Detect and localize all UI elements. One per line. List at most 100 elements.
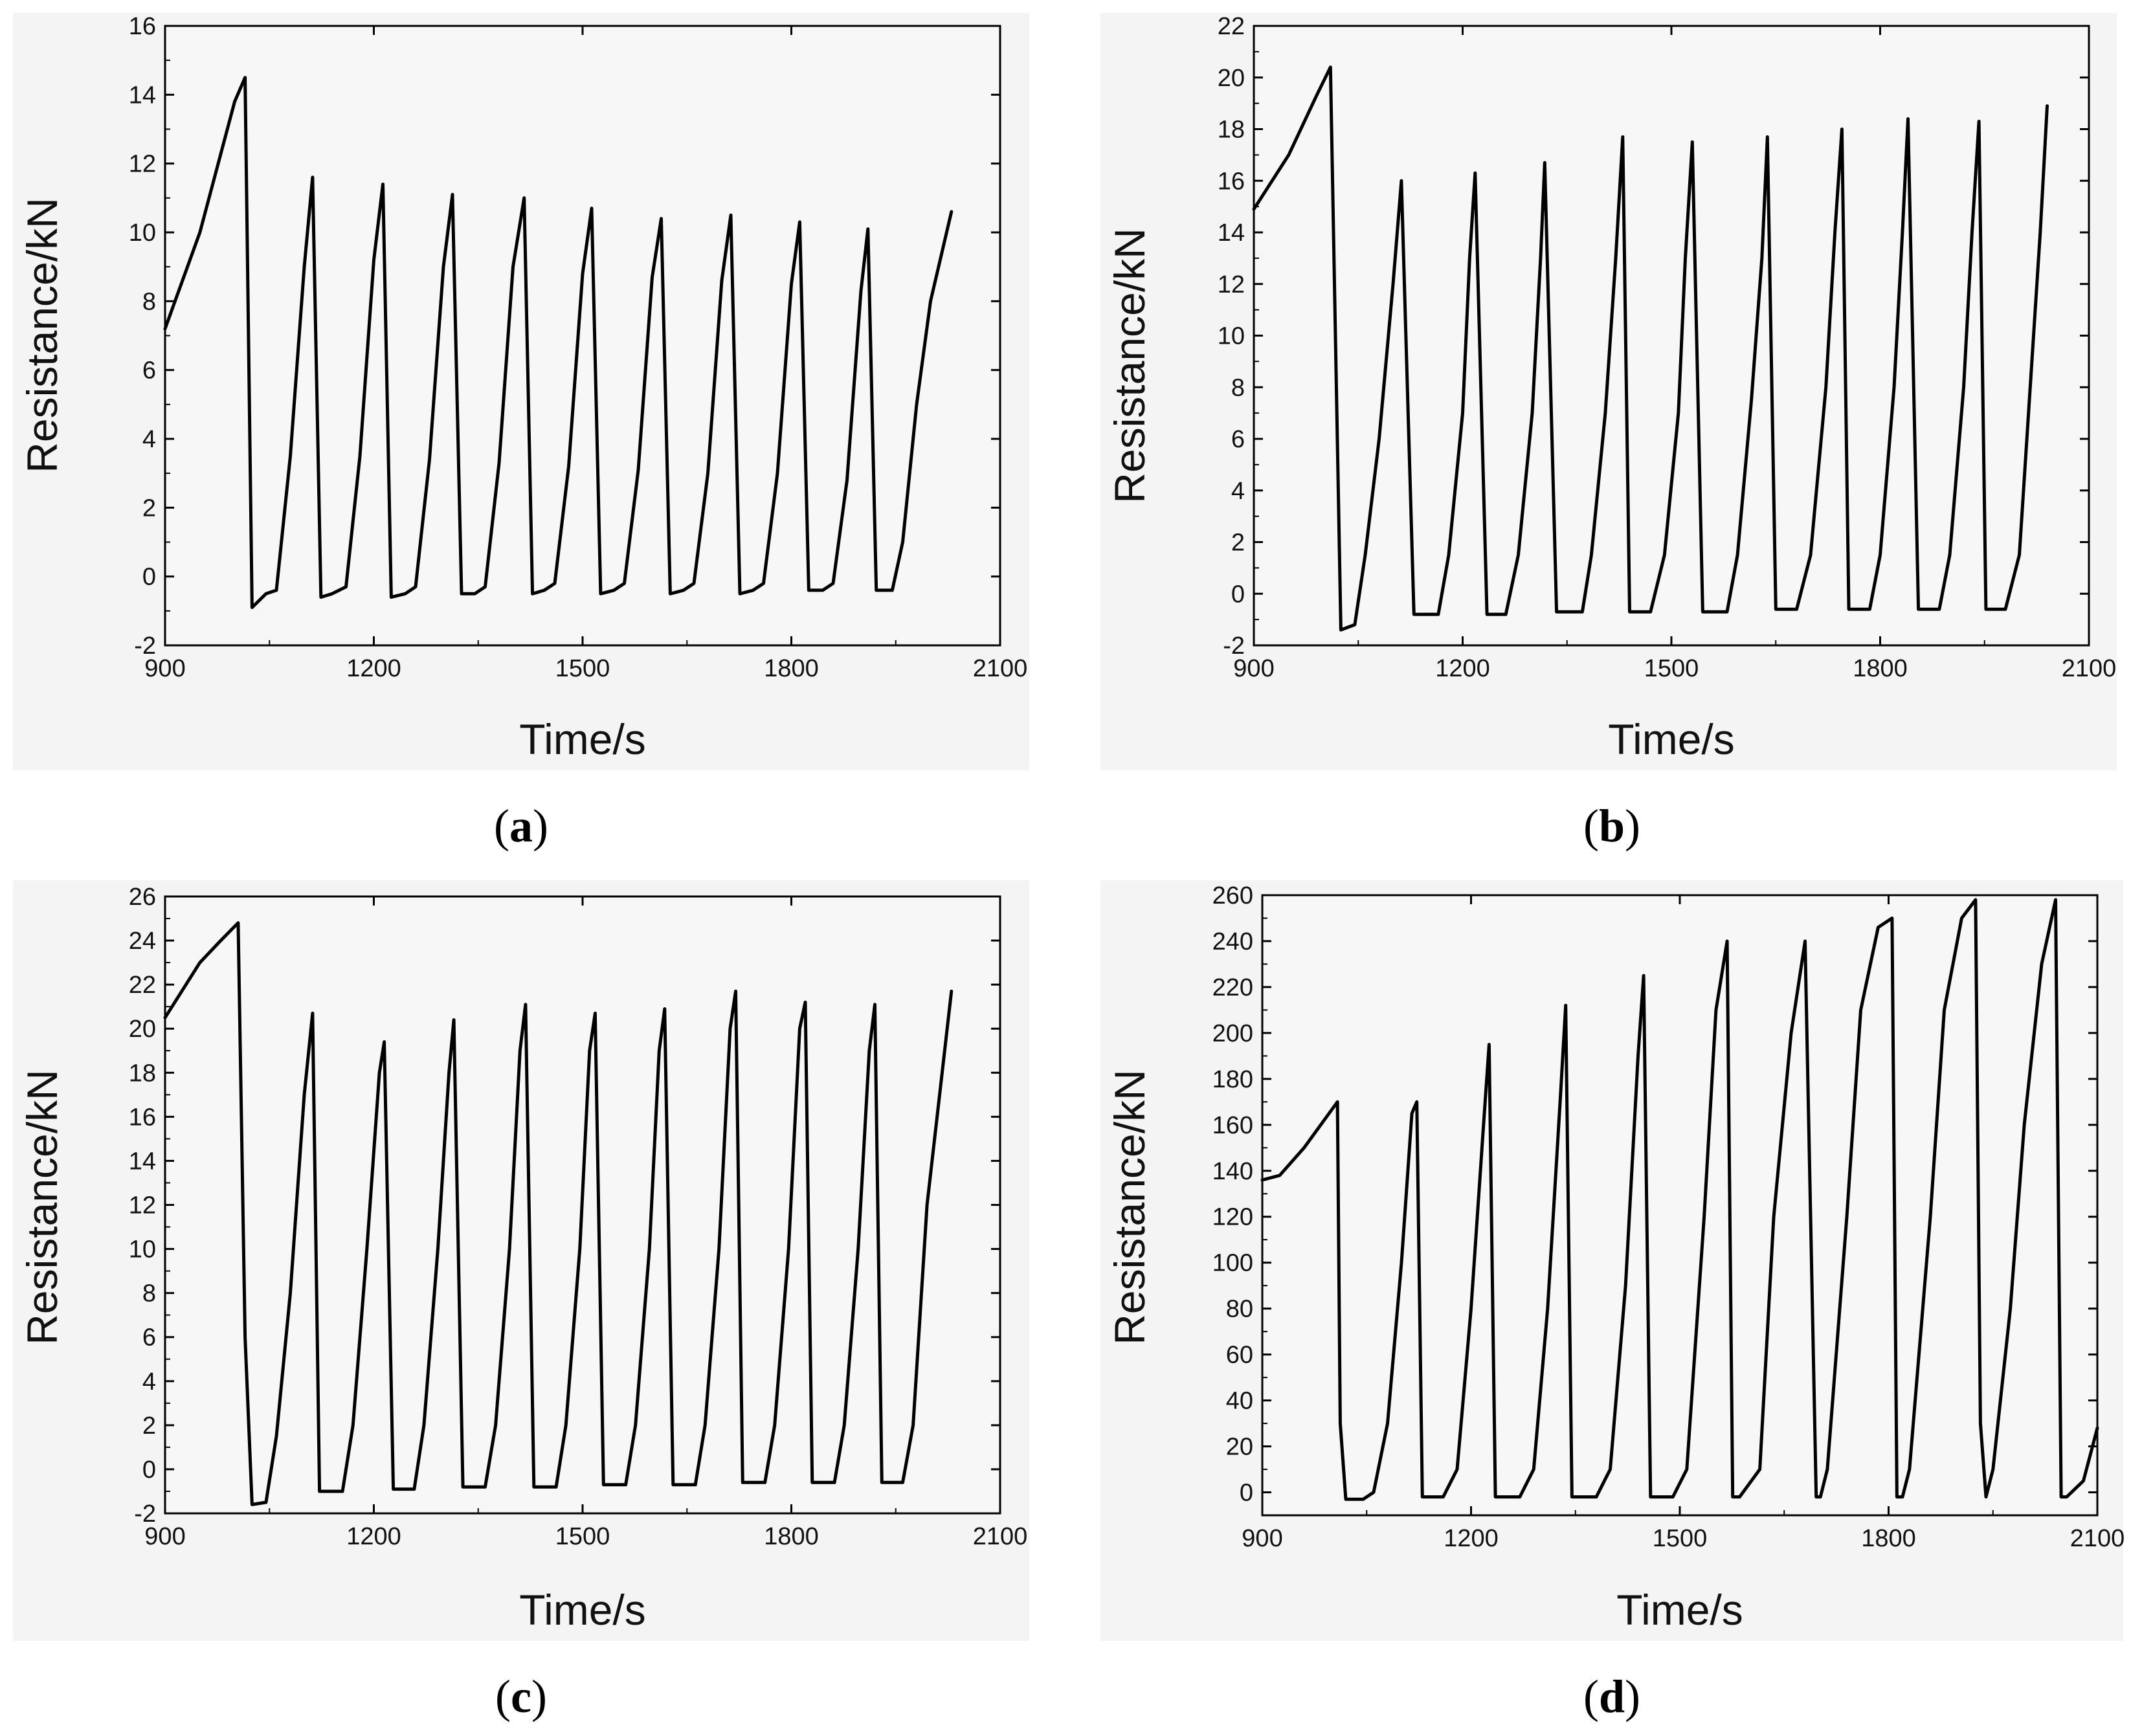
y-tick-label-d: 100 bbox=[1212, 1250, 1253, 1277]
y-tick-label-c: 6 bbox=[142, 1324, 156, 1352]
y-tick-label-d: 240 bbox=[1212, 928, 1253, 955]
x-axis-label-a: Time/s bbox=[519, 715, 646, 763]
y-axis-label-b: Resistance/kN bbox=[1106, 228, 1154, 504]
caption-a: (a) bbox=[494, 800, 548, 852]
series-line-c bbox=[163, 921, 954, 1506]
x-tick-label-d: 900 bbox=[1242, 1525, 1282, 1552]
y-tick-label-d: 120 bbox=[1212, 1204, 1253, 1231]
x-axis-label-d: Time/s bbox=[1616, 1586, 1743, 1634]
y-tick-label-d: 140 bbox=[1212, 1158, 1253, 1185]
y-tick-label-b: 0 bbox=[1231, 581, 1245, 608]
y-tick-label-d: 200 bbox=[1212, 1020, 1253, 1047]
y-tick-label-c: 24 bbox=[129, 928, 156, 955]
y-tick-label-c: 8 bbox=[142, 1280, 156, 1308]
y-tick-label-b: 22 bbox=[1218, 13, 1245, 40]
panel-b: 900 1200 1500 1800 2100 -2 0 2 4 6 8 10 12 14 16 18 20 22… bbox=[1100, 13, 2117, 852]
y-tick-label-d: 80 bbox=[1226, 1296, 1253, 1323]
x-axis-label-b: Time/s bbox=[1608, 715, 1735, 763]
panel-c: 900 1200 1500 1800 2100-20246810121416182022… bbox=[13, 880, 1029, 1722]
y-tick-label-b: 18 bbox=[1218, 117, 1245, 144]
series-line-b bbox=[1252, 65, 2049, 632]
x-tick-label-c: 2100 bbox=[973, 1523, 1028, 1550]
y-tick-label-b: 4 bbox=[1231, 478, 1245, 505]
x-tick-label-a: 900 bbox=[144, 655, 185, 682]
plot-a: 900 1200 1500 1800 2100 -2 0 2 4 6 8 10 12 14 16 bbox=[129, 13, 1028, 682]
panel-a: 900 1200 1500 1800 2100 -2 0 2 4 6 8 10 12 14 16 Time/… bbox=[13, 13, 1029, 852]
plot-frame-a bbox=[164, 25, 1001, 647]
y-tick-label-c: 20 bbox=[129, 1016, 156, 1043]
caption-a-letter: a bbox=[509, 800, 533, 852]
y-tick-label-b: 6 bbox=[1231, 426, 1245, 453]
plot-area-d bbox=[1262, 895, 2097, 1515]
y-tick-label-d: 260 bbox=[1212, 882, 1253, 909]
y-tick-label-a: 10 bbox=[129, 219, 156, 247]
x-tick-label-b: 1500 bbox=[1644, 655, 1699, 682]
y-tick-label-a: -2 bbox=[134, 632, 156, 660]
plot-area-a bbox=[165, 26, 1000, 645]
x-tick-label-d: 1500 bbox=[1653, 1525, 1708, 1552]
plot-b: 900 1200 1500 1800 2100 -2 0 2 4 6 8 10 12 14 16 18 20 22 bbox=[1218, 13, 2117, 682]
y-tick-label-d: 40 bbox=[1226, 1388, 1253, 1415]
x-tick-label-d: 2100 bbox=[2070, 1525, 2125, 1552]
x-tick-label-c: 1800 bbox=[764, 1523, 819, 1550]
plot-frame-b bbox=[1253, 25, 2090, 647]
y-tick-label-c: 14 bbox=[129, 1148, 156, 1175]
y-axis-label-d: Resistance/kN bbox=[1106, 1069, 1154, 1345]
x-tick-label-a: 1500 bbox=[555, 655, 610, 682]
y-tick-label-c: 22 bbox=[129, 972, 156, 999]
y-tick-label-a: 0 bbox=[142, 564, 156, 591]
y-tick-label-d: 0 bbox=[1240, 1480, 1253, 1507]
caption-c-letter: c bbox=[511, 1671, 531, 1722]
y-tick-label-a: 2 bbox=[142, 495, 156, 522]
x-tick-label-b: 1200 bbox=[1435, 655, 1490, 682]
y-tick-label-a: 14 bbox=[129, 82, 156, 109]
y-tick-label-b: 2 bbox=[1231, 529, 1245, 557]
y-tick-label-c: 26 bbox=[129, 884, 156, 911]
caption-c: (c) bbox=[495, 1671, 547, 1722]
y-tick-label-a: 4 bbox=[142, 426, 156, 453]
x-tick-label-a: 1200 bbox=[346, 655, 401, 682]
y-tick-label-c: 2 bbox=[142, 1412, 156, 1440]
y-tick-label-c: -2 bbox=[134, 1500, 156, 1528]
y-tick-label-c: 4 bbox=[142, 1368, 156, 1396]
y-tick-label-b: 14 bbox=[1218, 219, 1245, 247]
y-tick-label-c: 16 bbox=[129, 1104, 156, 1131]
y-tick-label-b: 16 bbox=[1218, 168, 1245, 195]
y-tick-label-a: 16 bbox=[129, 13, 156, 40]
y-tick-label-d: 160 bbox=[1212, 1112, 1253, 1139]
plot-frame-c bbox=[164, 895, 1001, 1515]
caption-b-letter: b bbox=[1599, 800, 1625, 852]
x-tick-label-c: 1500 bbox=[555, 1523, 610, 1550]
plot-area-b bbox=[1254, 26, 2089, 645]
plot-frame-d bbox=[1261, 894, 2099, 1517]
y-tick-label-a: 6 bbox=[142, 357, 156, 384]
y-tick-label-b: -2 bbox=[1223, 632, 1245, 660]
x-tick-label-b: 1800 bbox=[1853, 655, 1908, 682]
y-tick-label-a: 8 bbox=[142, 288, 156, 315]
x-tick-label-d: 1800 bbox=[1861, 1525, 1916, 1552]
series-line-a bbox=[163, 76, 954, 609]
plot-d: 900 1200 1500 1800 2100 0 20 40 60 80 100 120 140 160… bbox=[1212, 882, 2125, 1552]
y-tick-label-b: 8 bbox=[1231, 374, 1245, 401]
x-tick-label-d: 1200 bbox=[1444, 1525, 1499, 1552]
y-tick-label-b: 20 bbox=[1218, 65, 1245, 92]
x-tick-label-c: 1200 bbox=[346, 1523, 401, 1550]
caption-d: (d) bbox=[1583, 1671, 1640, 1722]
y-tick-label-d: 60 bbox=[1226, 1342, 1253, 1369]
caption-b: (b) bbox=[1583, 800, 1640, 852]
y-tick-label-c: 18 bbox=[129, 1060, 156, 1087]
x-tick-label-b: 2100 bbox=[2062, 655, 2117, 682]
x-tick-label-b: 900 bbox=[1233, 655, 1274, 682]
y-tick-label-d: 220 bbox=[1212, 974, 1253, 1001]
y-tick-label-b: 10 bbox=[1218, 323, 1245, 350]
x-tick-label-c: 900 bbox=[144, 1523, 185, 1550]
y-axis-label-a: Resistance/kN bbox=[18, 197, 66, 473]
y-tick-label-d: 180 bbox=[1212, 1066, 1253, 1093]
series-line-d bbox=[1260, 898, 2099, 1501]
plot-c: 900 1200 1500 1800 2100-20246810121416182022… bbox=[129, 884, 1028, 1550]
y-tick-label-c: 0 bbox=[142, 1456, 156, 1484]
x-tick-label-a: 1800 bbox=[764, 655, 819, 682]
x-tick-label-a: 2100 bbox=[973, 655, 1028, 682]
y-tick-label-c: 10 bbox=[129, 1236, 156, 1263]
